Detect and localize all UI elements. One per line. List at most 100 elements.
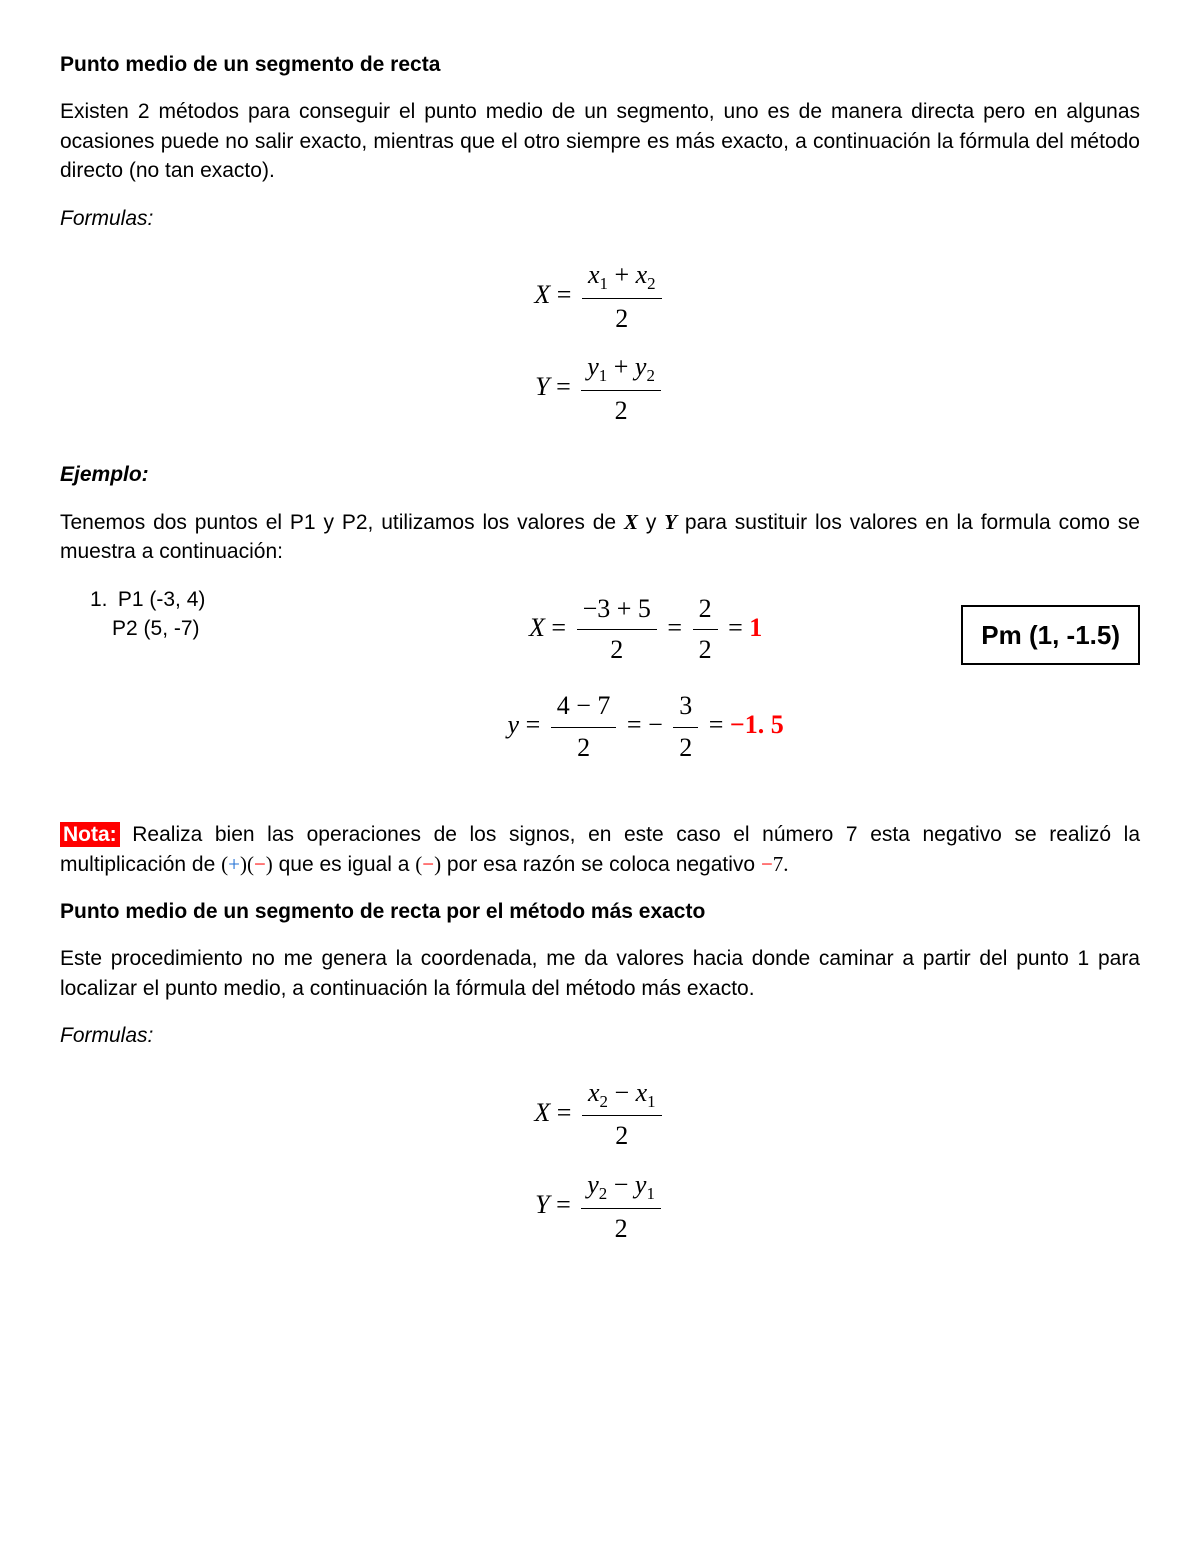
section-title-2: Punto medio de un segmento de recta por … [60, 897, 1140, 926]
var: y [635, 1170, 647, 1199]
result-box: Pm (1, -1.5) [961, 605, 1140, 665]
calc-column: X = −3 + 5 2 = 2 2 = 1 y = 4 − 7 2 = − [350, 585, 941, 781]
formula-block-2: X = x2 − x1 2 Y = y2 − y1 2 [60, 1069, 1140, 1253]
lhs: X [534, 1098, 550, 1127]
point-p2: P2 (5, -7) [112, 617, 200, 640]
fraction: 4 − 7 2 [551, 688, 617, 766]
formulas-label: Formulas: [60, 204, 1140, 233]
equals: = [551, 612, 572, 641]
op: + [608, 260, 636, 289]
fraction: 2 2 [693, 591, 718, 669]
formula-x: X = x1 + x2 2 [534, 257, 665, 337]
lhs: Y [535, 1190, 549, 1219]
intro-paragraph: Existen 2 métodos para conseguir el punt… [60, 97, 1140, 185]
equals: = [557, 280, 578, 309]
section-title: Punto medio de un segmento de recta [60, 50, 1140, 79]
text: que es igual a [273, 853, 415, 876]
text: por esa razón se coloca negativo [441, 853, 761, 876]
fraction: x2 − x1 2 [582, 1075, 662, 1155]
paren: ( [247, 852, 254, 876]
plus-sign: + [228, 852, 240, 876]
equals: = [667, 612, 688, 641]
num: 2 [693, 591, 718, 630]
paren: ) [434, 852, 441, 876]
fraction: −3 + 5 2 [577, 591, 657, 669]
equals: = [627, 710, 648, 739]
minus-sign: − [422, 852, 434, 876]
op: + [607, 352, 635, 381]
equals: = [557, 1098, 578, 1127]
num: −3 + 5 [577, 591, 657, 630]
sub: 2 [647, 274, 655, 293]
paren: ) [266, 852, 273, 876]
lhs: y [508, 710, 520, 739]
lhs: X [534, 280, 550, 309]
den: 2 [693, 630, 718, 668]
minus-sign: − [254, 852, 266, 876]
ejemplo-label: Ejemplo: [60, 460, 1140, 489]
equals: = [556, 372, 577, 401]
example-row: 1. P1 (-3, 4) P2 (5, -7) X = −3 + 5 2 = … [60, 585, 1140, 781]
sub: 2 [599, 1184, 607, 1203]
var-x: X [624, 510, 638, 534]
seven: 7. [773, 852, 789, 876]
sub: 1 [599, 274, 607, 293]
nota-badge: Nota: [60, 822, 120, 847]
var: y [587, 352, 599, 381]
list-number: 1. [90, 585, 112, 614]
equals: = [556, 1190, 577, 1219]
formulas-label-2: Formulas: [60, 1021, 1140, 1050]
var: x [636, 260, 648, 289]
op: − [607, 1170, 635, 1199]
neg: − [648, 710, 663, 739]
neg-sign: − [761, 852, 773, 876]
num: 3 [673, 688, 698, 727]
lhs: X [529, 612, 545, 641]
result-y: −1. 5 [730, 710, 784, 739]
paren: ) [240, 852, 247, 876]
den: 2 [673, 728, 698, 766]
equals: = [709, 710, 730, 739]
op: − [608, 1078, 636, 1107]
num: 4 − 7 [551, 688, 617, 727]
calc-x: X = −3 + 5 2 = 2 2 = 1 [529, 591, 762, 669]
equals: = [728, 612, 749, 641]
var-y: Y [664, 510, 677, 534]
sub: 2 [646, 366, 654, 385]
var: y [635, 352, 647, 381]
den: 2 [551, 728, 617, 766]
fraction: y1 + y2 2 [581, 349, 661, 429]
sub: 1 [599, 366, 607, 385]
nota-paragraph: Nota: Realiza bien las operaciones de lo… [60, 820, 1140, 879]
equals: = [526, 710, 547, 739]
den: 2 [582, 1116, 662, 1154]
var: x [588, 1078, 600, 1107]
var: y [587, 1170, 599, 1199]
fraction: x1 + x2 2 [582, 257, 662, 337]
text: Tenemos dos puntos el P1 y P2, utilizamo… [60, 511, 624, 534]
sub: 2 [599, 1092, 607, 1111]
paragraph-2: Este procedimiento no me genera la coord… [60, 944, 1140, 1003]
formula2-y: Y = y2 − y1 2 [535, 1167, 665, 1247]
ejemplo-paragraph: Tenemos dos puntos el P1 y P2, utilizamo… [60, 508, 1140, 567]
den: 2 [581, 1209, 661, 1247]
result-box-wrap: Pm (1, -1.5) [941, 585, 1140, 665]
formula2-x: X = x2 − x1 2 [534, 1075, 665, 1155]
formula-y: Y = y1 + y2 2 [535, 349, 665, 429]
fraction: y2 − y1 2 [581, 1167, 661, 1247]
lhs: Y [535, 372, 549, 401]
sub: 1 [647, 1092, 655, 1111]
text: y [638, 511, 664, 534]
result-x: 1 [749, 612, 762, 641]
formula-block-1: X = x1 + x2 2 Y = y1 + y2 2 [60, 251, 1140, 435]
den: 2 [577, 630, 657, 668]
var: x [636, 1078, 648, 1107]
den: 2 [582, 299, 662, 337]
sub: 1 [646, 1184, 654, 1203]
points-column: 1. P1 (-3, 4) P2 (5, -7) [60, 585, 350, 644]
var: x [588, 260, 600, 289]
den: 2 [581, 391, 661, 429]
fraction: 3 2 [673, 688, 698, 766]
point-p1: P1 (-3, 4) [118, 588, 206, 611]
calc-y: y = 4 − 7 2 = − 3 2 = −1. 5 [508, 688, 784, 766]
